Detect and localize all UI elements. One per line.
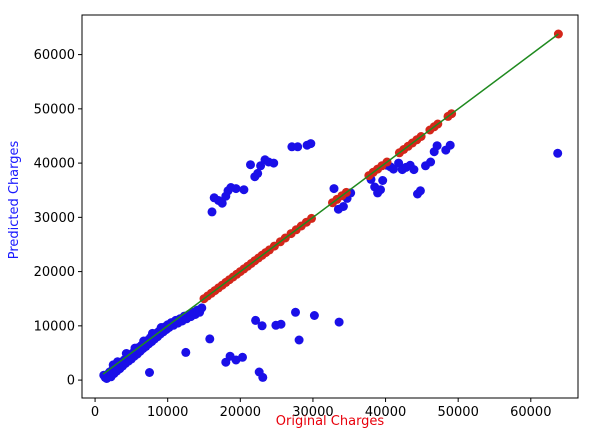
x-tick-label: 40000 (365, 405, 406, 420)
data-point (329, 184, 339, 194)
fit-line (102, 33, 559, 375)
data-point (389, 164, 398, 174)
y-tick-label: 10000 (34, 319, 75, 334)
data-point (415, 186, 425, 196)
x-tick-label: 30000 (292, 405, 333, 420)
y-tick-label: 60000 (34, 48, 75, 63)
data-point (376, 185, 385, 195)
x-axis-ticks: 0 10000 20000 30000 40000 50000 60000 (91, 398, 551, 420)
data-point (291, 307, 300, 317)
x-tick-label: 20000 (220, 405, 261, 420)
x-tick-label: 10000 (147, 405, 188, 420)
y-tick-label: 50000 (34, 102, 75, 117)
x-tick-label: 50000 (437, 405, 478, 420)
data-point (276, 319, 286, 329)
x-tick-label: 60000 (510, 405, 551, 420)
data-point (251, 315, 261, 325)
data-point (136, 345, 146, 355)
data-point (309, 311, 319, 320)
data-point (553, 148, 563, 158)
data-point (197, 303, 207, 313)
data-marks (99, 29, 563, 383)
x-tick-label: 0 (91, 405, 99, 420)
data-point (181, 347, 191, 357)
data-point (246, 160, 255, 170)
data-point (269, 158, 279, 168)
y-tick-label: 0 (67, 374, 75, 389)
plot-area (81, 14, 579, 399)
data-point (409, 165, 419, 175)
y-axis-label: Predicted Charges (7, 140, 22, 259)
x-axis-label: Original Charges (276, 414, 385, 429)
data-point (217, 198, 227, 208)
y-axis-ticks: 0 10000 20000 30000 40000 50000 60000 (34, 48, 82, 389)
data-point (231, 184, 241, 194)
data-point (294, 335, 304, 345)
data-point (293, 142, 303, 152)
data-point (139, 336, 149, 346)
data-point (306, 139, 316, 149)
data-point (207, 207, 217, 217)
data-point (239, 185, 249, 195)
y-tick-label: 30000 (34, 211, 75, 226)
data-point (253, 168, 263, 178)
data-point (205, 334, 215, 344)
data-point (257, 321, 267, 331)
data-point (258, 372, 268, 382)
plot-frame (81, 14, 579, 399)
data-point (378, 176, 388, 185)
data-point (238, 352, 247, 362)
data-point (432, 141, 442, 151)
series-1-points (99, 139, 563, 383)
y-tick-label: 20000 (34, 265, 75, 280)
data-point (334, 317, 344, 327)
data-point (338, 202, 348, 211)
data-point (145, 368, 154, 377)
y-tick-label: 40000 (34, 157, 75, 172)
data-point (445, 140, 455, 150)
data-point (426, 157, 436, 167)
